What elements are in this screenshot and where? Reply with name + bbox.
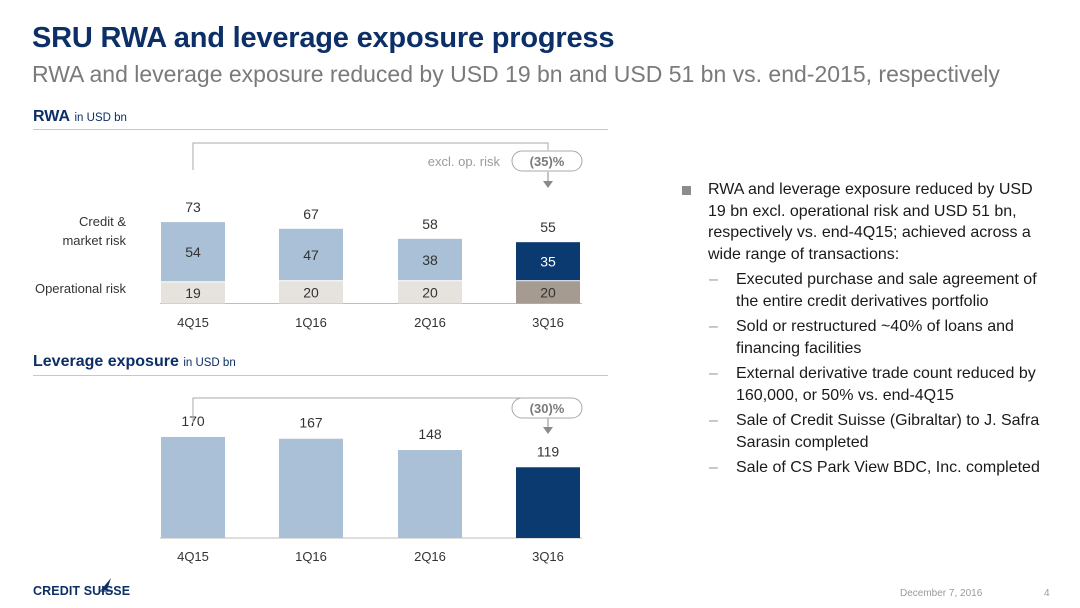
sub-bullet-text: External derivative trade count reduced …: [736, 365, 1036, 404]
logo-text: CREDIT SUISSE: [33, 584, 131, 598]
rwa-operational-risk-label: 19: [185, 285, 201, 301]
rwa-change-pill: [511, 150, 583, 172]
sub-bullet-list: – Executed purchase and sale agreement o…: [680, 269, 1050, 479]
leverage-bar: [279, 438, 343, 538]
bullet-list: RWA and leverage exposure reduced by USD…: [680, 179, 1050, 483]
rwa-bar-credit-market-risk: [516, 242, 580, 281]
leverage-bar: [516, 467, 580, 538]
rwa-total-label: 73: [185, 199, 201, 215]
rwa-bar-credit-market-risk: [161, 222, 225, 282]
sub-bullet-text: Sale of CS Park View BDC, Inc. completed: [736, 459, 1040, 476]
leverage-category-label: 1Q16: [295, 549, 327, 564]
rwa-category-label: 2Q16: [414, 315, 446, 330]
rwa-credit-market-risk-label: 54: [185, 244, 201, 260]
leverage-section-title: Leverage exposure: [33, 353, 179, 370]
leverage-arrow-head-icon: [543, 427, 553, 434]
sub-bullet-text: Sold or restructured ~40% of loans and f…: [736, 318, 1014, 357]
rwa-category-label: 4Q15: [177, 315, 209, 330]
rwa-annotation-label: excl. op. risk: [428, 154, 501, 169]
rwa-credit-market-risk-label: 47: [303, 247, 319, 263]
bullet-main: RWA and leverage exposure reduced by USD…: [680, 179, 1050, 265]
rwa-series-label-credit: Credit &: [79, 214, 126, 229]
leverage-bar: [161, 436, 225, 538]
leverage-bar: [398, 450, 462, 538]
rwa-bar-operational-risk: [398, 281, 462, 304]
leverage-section-rule: [33, 375, 608, 376]
rwa-category-label: 1Q16: [295, 315, 327, 330]
rwa-bar-operational-risk: [516, 281, 580, 304]
dash-icon: –: [709, 365, 718, 382]
rwa-total-label: 67: [303, 206, 319, 222]
rwa-operational-risk-label: 20: [303, 284, 319, 300]
page-number: 4: [1044, 588, 1050, 599]
rwa-bar-credit-market-risk: [398, 238, 462, 281]
dash-icon: –: [709, 271, 718, 288]
rwa-total-label: 55: [540, 219, 556, 235]
rwa-section-rule: [33, 129, 608, 130]
sub-bullet: – Sold or restructured ~40% of loans and…: [680, 316, 1050, 359]
sub-bullet: – Sale of CS Park View BDC, Inc. complet…: [680, 457, 1050, 479]
credit-suisse-logo: CREDIT SUISSE: [33, 578, 131, 598]
dash-icon: –: [709, 412, 718, 429]
rwa-operational-risk-label: 20: [540, 284, 556, 300]
rwa-operational-risk-label: 20: [422, 284, 438, 300]
page-title: SRU RWA and leverage exposure progress: [32, 22, 615, 54]
dash-icon: –: [709, 459, 718, 476]
rwa-series-label-market: market risk: [62, 233, 126, 248]
bullet-main-text: RWA and leverage exposure reduced by USD…: [708, 181, 1033, 263]
page-subtitle: RWA and leverage exposure reduced by USD…: [32, 61, 1000, 87]
sub-bullet-text: Executed purchase and sale agreement of …: [736, 271, 1037, 310]
rwa-section-heading: RWA in USD bn: [33, 108, 127, 126]
rwa-credit-market-risk-label: 35: [540, 254, 556, 270]
leverage-category-label: 4Q15: [177, 549, 209, 564]
leverage-change-label: (30)%: [530, 401, 565, 416]
leverage-category-label: 3Q16: [532, 549, 564, 564]
rwa-total-label: 58: [422, 216, 438, 232]
dash-icon: –: [709, 318, 718, 335]
leverage-value-label: 167: [299, 415, 323, 431]
rwa-bar-credit-market-risk: [279, 228, 343, 281]
rwa-bar-operational-risk: [279, 281, 343, 304]
rwa-section-title: RWA: [33, 108, 71, 125]
rwa-arrow-head-icon: [543, 181, 553, 188]
sub-bullet: – External derivative trade count reduce…: [680, 363, 1050, 406]
leverage-section-heading: Leverage exposure in USD bn: [33, 353, 236, 371]
sub-bullet: – Sale of Credit Suisse (Gibraltar) to J…: [680, 410, 1050, 453]
rwa-bracket-line: [192, 142, 549, 170]
charts-canvas: 19 54 73 4Q15 20 47 67 1Q16 20 38 58 2Q16 20 35 55 3Q16…: [35, 142, 583, 564]
rwa-section-unit: in USD bn: [74, 112, 127, 124]
rwa-change-label: (35)%: [530, 154, 565, 169]
sail-icon: [99, 578, 113, 592]
rwa-category-label: 3Q16: [532, 315, 564, 330]
leverage-change-pill: [511, 397, 583, 419]
leverage-value-label: 148: [418, 426, 442, 442]
leverage-section-unit: in USD bn: [183, 357, 236, 369]
footer-date: December 7, 2016: [900, 588, 983, 599]
bullet-square-icon: [682, 186, 691, 195]
leverage-value-label: 119: [537, 443, 560, 459]
rwa-series-label-operational: Operational risk: [35, 281, 127, 296]
leverage-category-label: 2Q16: [414, 549, 446, 564]
rwa-bar-operational-risk: [161, 282, 225, 304]
sub-bullet: – Executed purchase and sale agreement o…: [680, 269, 1050, 312]
sub-bullet-text: Sale of Credit Suisse (Gibraltar) to J. …: [736, 412, 1040, 451]
rwa-credit-market-risk-label: 38: [422, 252, 438, 268]
leverage-bracket-line: [192, 397, 549, 423]
